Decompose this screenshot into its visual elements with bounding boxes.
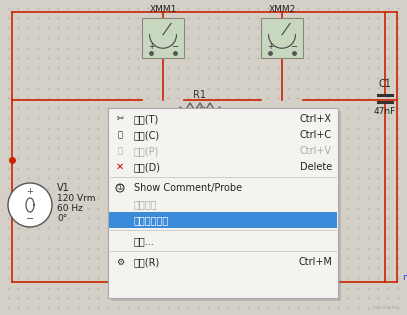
Text: ✂: ✂	[116, 114, 124, 123]
Text: 120 Vrm: 120 Vrm	[57, 194, 96, 203]
Text: C1: C1	[379, 79, 392, 89]
Text: Ctrl+C: Ctrl+C	[300, 130, 332, 140]
Text: +: +	[26, 187, 33, 196]
Text: V1: V1	[57, 183, 70, 193]
Text: Show Comment/Probe: Show Comment/Probe	[134, 183, 242, 193]
Text: 0°: 0°	[57, 214, 67, 223]
Text: −: −	[26, 214, 34, 224]
Text: +: +	[148, 42, 154, 51]
Text: •: •	[194, 106, 198, 111]
Text: Ctrl+X: Ctrl+X	[300, 114, 332, 124]
Text: •: •	[202, 106, 206, 111]
Text: 47nF: 47nF	[374, 107, 396, 116]
Text: 60 Hz: 60 Hz	[57, 204, 83, 213]
Text: R1: R1	[193, 90, 206, 100]
Text: ⿻: ⿻	[118, 130, 123, 140]
Text: 翻转探针方向: 翻转探针方向	[134, 215, 169, 225]
Text: 字体...: 字体...	[134, 236, 155, 246]
Text: multisim: multisim	[373, 305, 400, 310]
Text: Delete: Delete	[300, 162, 332, 172]
Text: 复制(C): 复制(C)	[134, 130, 160, 140]
Text: 编辑注释: 编辑注释	[134, 199, 158, 209]
Text: ⿻: ⿻	[118, 146, 123, 156]
Text: ①: ①	[116, 184, 123, 192]
Text: nH: nH	[402, 273, 407, 282]
FancyBboxPatch shape	[108, 108, 338, 298]
FancyBboxPatch shape	[109, 212, 337, 228]
Text: •: •	[198, 106, 202, 111]
FancyBboxPatch shape	[261, 18, 303, 58]
Text: −: −	[290, 42, 297, 51]
Text: XMM1: XMM1	[149, 5, 177, 14]
Text: 剪切(T): 剪切(T)	[134, 114, 159, 124]
Text: XMM2: XMM2	[268, 5, 295, 14]
Text: ⚙: ⚙	[116, 257, 124, 266]
Text: Ctrl+M: Ctrl+M	[298, 257, 332, 267]
FancyBboxPatch shape	[142, 18, 184, 58]
Text: +: +	[267, 42, 274, 51]
Text: 属性(R): 属性(R)	[134, 257, 160, 267]
Text: 删除(D): 删除(D)	[134, 162, 161, 172]
Text: ✕: ✕	[116, 162, 124, 172]
Text: −: −	[171, 42, 178, 51]
Circle shape	[8, 183, 52, 227]
FancyBboxPatch shape	[111, 111, 341, 301]
Text: 粘贴(P): 粘贴(P)	[134, 146, 160, 156]
Text: Ctrl+V: Ctrl+V	[300, 146, 332, 156]
